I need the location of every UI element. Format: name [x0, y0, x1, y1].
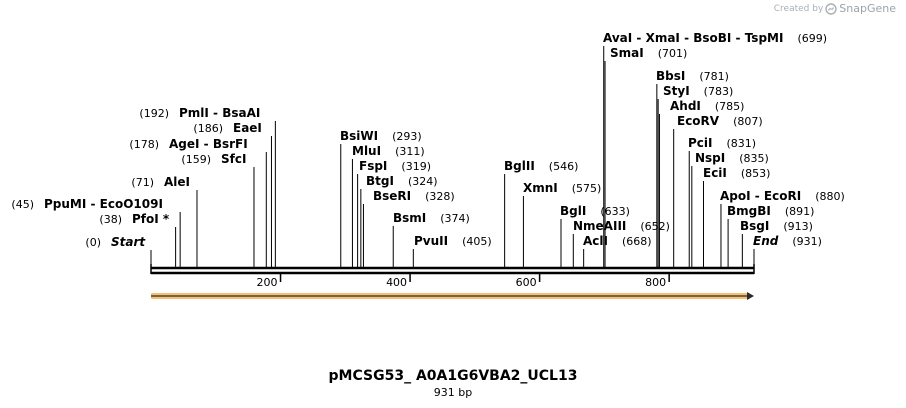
sequence-backbone: [150, 264, 755, 275]
site-name-16[interactable]: XmnI: [523, 181, 558, 195]
site-position-11: (324): [408, 175, 438, 188]
site-name-23[interactable]: StyI: [663, 84, 690, 98]
axis-tick-label-600: 600: [516, 276, 537, 289]
site-position-8: (293): [392, 130, 422, 143]
site-position-4: (159): [181, 153, 211, 166]
site-name-6[interactable]: EaeI: [233, 121, 262, 135]
site-position-26: (831): [727, 137, 757, 150]
site-name-12[interactable]: BseRI: [373, 189, 411, 203]
site-name-0[interactable]: Start: [111, 235, 146, 249]
site-name-28[interactable]: EciI: [703, 166, 727, 180]
site-position-24: (785): [715, 100, 745, 113]
feature-arrow[interactable]: [151, 292, 754, 300]
site-position-23: (783): [704, 85, 734, 98]
site-position-6: (186): [193, 122, 223, 135]
site-position-28: (853): [741, 167, 771, 180]
site-name-31[interactable]: BsgI: [740, 219, 769, 233]
axis-tick-label-200: 200: [257, 276, 278, 289]
site-name-29[interactable]: ApoI - EcoRI: [720, 189, 801, 203]
site-position-25: (807): [733, 115, 763, 128]
site-name-1[interactable]: PfoI *: [132, 212, 170, 226]
site-position-19: (668): [622, 235, 652, 248]
site-position-7: (192): [139, 107, 169, 120]
site-labels: Start (0) PfoI * (38) PpuMI - EcoO109I (45) Al…: [11, 31, 844, 249]
site-position-10: (319): [401, 160, 431, 173]
site-position-18: (652): [640, 220, 670, 233]
site-name-8[interactable]: BsiWI: [340, 129, 378, 143]
site-position-13: (374): [440, 212, 470, 225]
site-name-32[interactable]: End: [753, 234, 779, 248]
site-name-21[interactable]: SmaI: [610, 46, 644, 60]
site-position-0: (0): [85, 236, 101, 249]
snapgene-logo-icon: [825, 2, 837, 15]
site-name-10[interactable]: FspI: [359, 159, 387, 173]
site-name-24[interactable]: AhdI: [670, 99, 701, 113]
site-position-2: (45): [11, 198, 34, 211]
plasmid-length: 931 bp: [433, 386, 473, 399]
site-position-21: (701): [658, 47, 688, 60]
site-name-25[interactable]: EcoRV: [677, 114, 720, 128]
site-name-22[interactable]: BbsI: [656, 69, 685, 83]
site-lines: [150, 46, 755, 268]
site-name-27[interactable]: NspI: [695, 151, 725, 165]
site-name-4[interactable]: SfcI: [221, 152, 246, 166]
site-position-16: (575): [572, 182, 602, 195]
site-position-20: (699): [797, 32, 827, 45]
snapgene-watermark: Created by SnapGene: [774, 2, 896, 15]
site-name-14[interactable]: PvuII: [414, 234, 448, 248]
site-name-18[interactable]: NmeAIII: [573, 219, 626, 233]
site-name-11[interactable]: BtgI: [366, 174, 394, 188]
site-name-13[interactable]: BsmI: [393, 211, 426, 225]
site-position-15: (546): [549, 160, 579, 173]
site-name-26[interactable]: PciI: [688, 136, 713, 150]
site-name-3[interactable]: AleI: [164, 175, 190, 189]
site-position-1: (38): [99, 213, 122, 226]
axis-tick-label-400: 400: [386, 276, 407, 289]
site-name-20[interactable]: AvaI - XmaI - BsoBI - TspMI: [603, 31, 783, 45]
site-position-29: (880): [815, 190, 845, 203]
site-position-12: (328): [425, 190, 455, 203]
site-position-27: (835): [739, 152, 769, 165]
site-name-7[interactable]: PmlI - BsaAI: [179, 106, 260, 120]
site-position-31: (913): [783, 220, 813, 233]
site-position-14: (405): [462, 235, 492, 248]
feature-arrow-head-icon: [747, 292, 754, 300]
plasmid-name: pMCSG53_ A0A1G6VBA2_UCL13: [328, 368, 578, 384]
site-name-9[interactable]: MluI: [352, 144, 381, 158]
site-position-9: (311): [395, 145, 425, 158]
site-name-30[interactable]: BmgBI: [727, 204, 771, 218]
site-name-19[interactable]: AclI: [583, 234, 608, 248]
site-name-2[interactable]: PpuMI - EcoO109I: [44, 197, 163, 211]
axis-ticks: 200 400 600 800: [257, 273, 670, 289]
site-name-17[interactable]: BglI: [560, 204, 586, 218]
site-position-30: (891): [785, 205, 815, 218]
site-position-5: (178): [129, 138, 159, 151]
site-position-22: (781): [699, 70, 729, 83]
watermark-brand: SnapGene: [839, 2, 896, 15]
site-name-5[interactable]: AgeI - BsrFI: [169, 137, 248, 151]
site-name-15[interactable]: BglII: [504, 159, 535, 173]
site-position-3: (71): [131, 176, 154, 189]
watermark-created-by: Created by: [773, 3, 824, 14]
axis-tick-label-800: 800: [645, 276, 666, 289]
site-position-32: (931): [792, 235, 822, 248]
site-position-17: (633): [600, 205, 630, 218]
